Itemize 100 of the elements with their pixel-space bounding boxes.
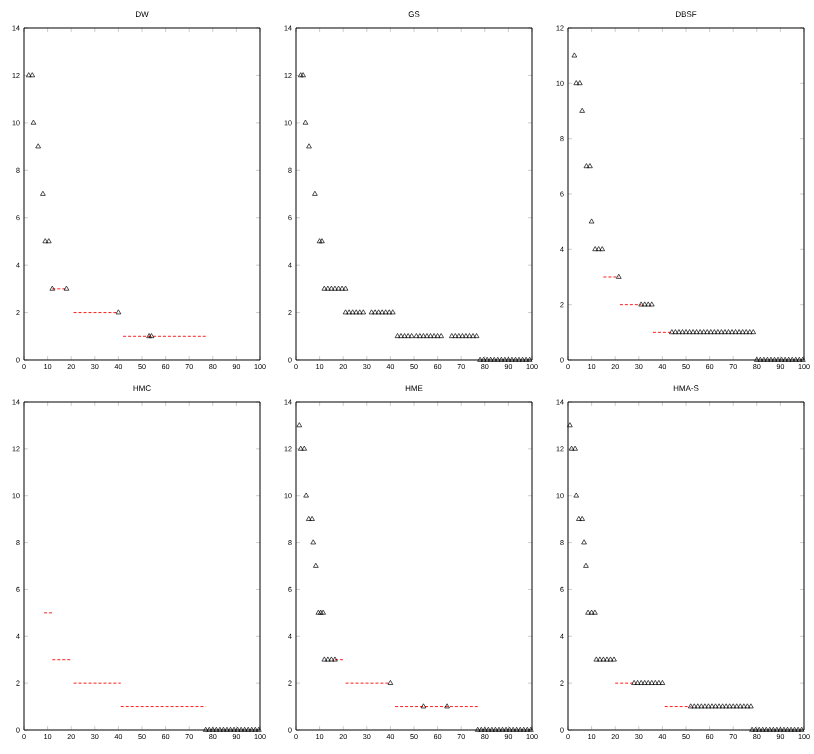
point: [496, 726, 502, 732]
point: [492, 726, 499, 732]
point: [588, 609, 595, 615]
point: [754, 356, 760, 362]
point: [588, 218, 595, 224]
point: [792, 356, 799, 362]
point: [730, 703, 736, 709]
point: [499, 726, 506, 732]
point: [49, 285, 56, 291]
point: [478, 726, 485, 732]
point: [697, 329, 703, 335]
point: [774, 726, 780, 732]
point: [672, 329, 679, 335]
point: [510, 726, 516, 732]
point: [733, 703, 740, 709]
point: [638, 301, 644, 307]
point: [573, 492, 580, 498]
point: [313, 562, 319, 568]
point: [796, 356, 803, 362]
point: [781, 726, 787, 732]
point: [593, 656, 600, 662]
point: [704, 329, 711, 335]
point: [756, 726, 762, 732]
point: [770, 726, 777, 732]
point: [718, 329, 725, 335]
point: [583, 163, 590, 169]
point: [698, 703, 705, 709]
point: [524, 726, 531, 732]
point: [583, 562, 589, 568]
point: [777, 726, 784, 732]
point: [744, 703, 751, 709]
point: [736, 329, 742, 335]
point: [503, 726, 509, 732]
point: [489, 726, 495, 732]
point: [567, 422, 573, 428]
point: [315, 609, 322, 615]
point: [748, 703, 754, 709]
point: [686, 329, 693, 335]
point: [592, 246, 598, 252]
point: [585, 609, 591, 615]
point: [702, 703, 708, 709]
point: [592, 609, 598, 615]
point: [752, 726, 759, 732]
point: [798, 726, 805, 732]
point: [581, 539, 587, 545]
point: [679, 329, 686, 335]
point: [115, 309, 122, 315]
point: [767, 726, 773, 732]
point: [579, 107, 585, 113]
point: [571, 52, 578, 58]
point: [712, 703, 719, 709]
point: [474, 726, 481, 732]
point: [782, 356, 788, 362]
point: [296, 422, 303, 428]
point: [29, 72, 36, 78]
point: [750, 329, 757, 335]
point: [35, 143, 41, 149]
point: [746, 329, 753, 335]
point: [513, 726, 520, 732]
point: [763, 726, 770, 732]
point: [573, 80, 580, 86]
point: [577, 80, 583, 86]
point: [148, 333, 155, 339]
point: [771, 356, 778, 362]
point: [768, 356, 774, 362]
point: [700, 329, 707, 335]
point: [63, 285, 70, 291]
point: [332, 656, 338, 662]
point: [597, 656, 603, 662]
point: [328, 656, 335, 662]
point: [303, 492, 309, 498]
point: [572, 445, 578, 451]
point: [321, 656, 328, 662]
point: [761, 356, 767, 362]
point: [683, 329, 689, 335]
point: [599, 246, 605, 252]
point: [325, 656, 331, 662]
point: [25, 72, 32, 78]
point: [30, 119, 37, 125]
point: [310, 539, 316, 545]
point: [693, 329, 700, 335]
point: [726, 703, 733, 709]
point: [739, 329, 746, 335]
point: [741, 703, 747, 709]
point: [695, 703, 701, 709]
point: [775, 356, 781, 362]
point: [297, 445, 304, 451]
point: [600, 656, 607, 662]
point: [725, 329, 732, 335]
point: [709, 703, 715, 709]
point: [715, 329, 721, 335]
point: [784, 726, 791, 732]
point: [691, 703, 698, 709]
point: [520, 726, 527, 732]
point: [611, 656, 617, 662]
point: [708, 329, 714, 335]
point: [759, 726, 766, 732]
point: [719, 703, 726, 709]
point: [301, 445, 308, 451]
point: [723, 703, 729, 709]
